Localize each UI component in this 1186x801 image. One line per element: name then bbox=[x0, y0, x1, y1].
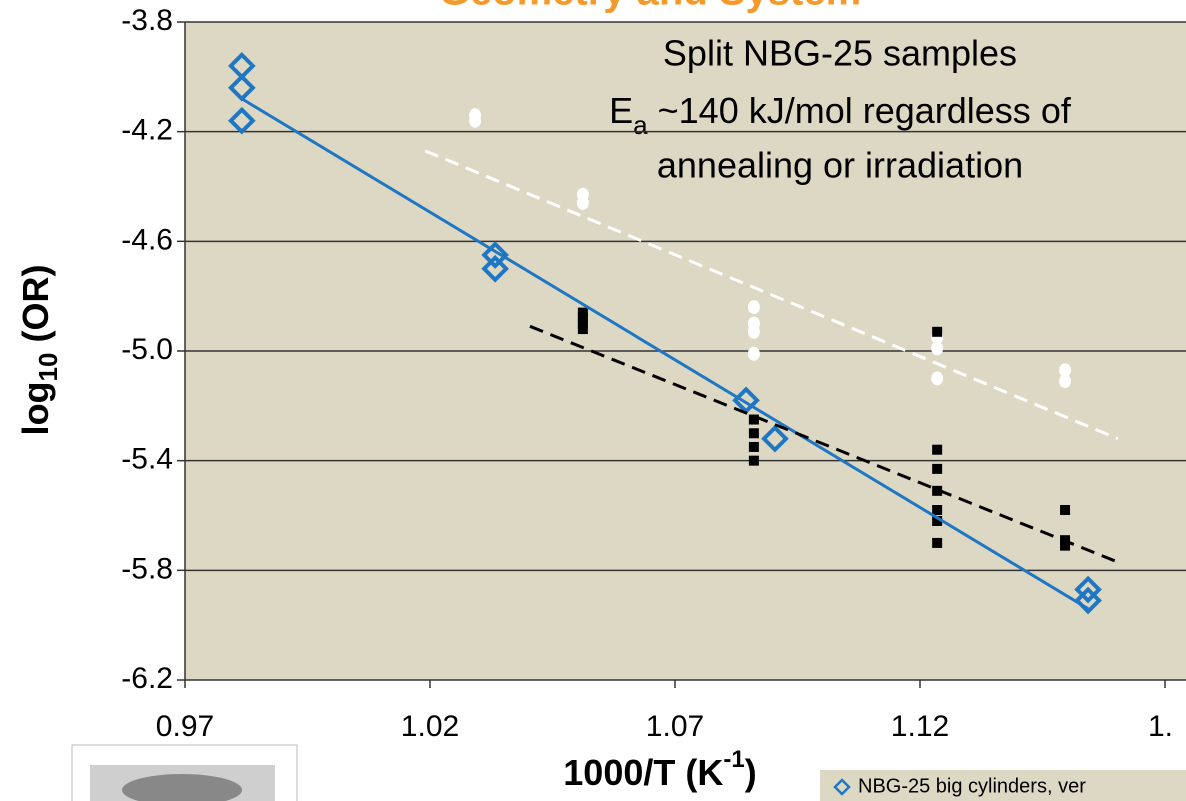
y-tick-label: -3.8 bbox=[121, 4, 173, 37]
square-marker bbox=[748, 455, 759, 466]
diamond-marker bbox=[1074, 575, 1102, 604]
square-marker bbox=[1060, 540, 1071, 551]
y-tick-label: -5.8 bbox=[121, 552, 173, 585]
trend-line bbox=[424, 149, 1119, 441]
annotation: Split NBG-25 samples bbox=[663, 33, 1017, 74]
square-marker bbox=[577, 324, 588, 335]
diamond-marker bbox=[1074, 586, 1102, 615]
square-marker bbox=[932, 485, 943, 496]
square-marker bbox=[577, 307, 588, 318]
square-marker bbox=[932, 326, 943, 337]
trend-line bbox=[529, 324, 1119, 564]
diamond-marker bbox=[228, 106, 256, 135]
circle-marker bbox=[747, 300, 760, 315]
annotation: annealing or irradiation bbox=[657, 145, 1023, 186]
square-marker bbox=[932, 505, 943, 516]
square-marker bbox=[748, 414, 759, 425]
y-axis-label: log10 (OR) bbox=[15, 265, 63, 436]
annotation-part: ~140 kJ/mol regardless of bbox=[648, 90, 1072, 131]
square-marker bbox=[932, 515, 943, 526]
y-label-part: (OR) bbox=[15, 265, 56, 353]
circle-marker bbox=[747, 324, 760, 339]
x-label-part: ) bbox=[745, 752, 757, 793]
legend-marker bbox=[833, 778, 851, 796]
square-marker bbox=[932, 463, 943, 474]
circle-marker bbox=[469, 113, 482, 128]
trend-line bbox=[241, 97, 1089, 611]
y-label-part: log bbox=[15, 381, 56, 435]
circle-marker bbox=[576, 195, 589, 210]
circle-marker bbox=[1059, 363, 1072, 378]
circle-marker bbox=[747, 346, 760, 361]
chart-title: Geometry and System bbox=[439, 0, 861, 14]
circle-marker bbox=[931, 341, 944, 356]
diamond-marker bbox=[761, 424, 789, 453]
legend-label: NBG-25 big cylinders, ver bbox=[858, 775, 1086, 797]
square-marker bbox=[932, 537, 943, 548]
square-marker bbox=[932, 444, 943, 455]
y-tick-label: -6.2 bbox=[121, 662, 173, 695]
square-marker bbox=[577, 318, 588, 329]
x-tick-label: 1. bbox=[1148, 710, 1173, 743]
y-label-sub: 10 bbox=[33, 353, 63, 382]
square-marker bbox=[748, 441, 759, 452]
y-tick-label: -5.0 bbox=[121, 333, 173, 366]
square-marker bbox=[748, 428, 759, 439]
x-label-part: 1000/T (K bbox=[563, 752, 723, 793]
annotation-sub: a bbox=[633, 110, 648, 140]
y-tick-label: -4.2 bbox=[121, 114, 173, 147]
x-axis-label: 1000/T (K-1) bbox=[563, 746, 756, 792]
square-marker bbox=[1060, 505, 1071, 516]
diamond-marker bbox=[481, 241, 509, 269]
x-tick-label: 1.07 bbox=[646, 710, 704, 743]
legend bbox=[820, 770, 1186, 801]
y-tick-label: -5.4 bbox=[121, 443, 173, 476]
y-tick-label: -4.6 bbox=[121, 223, 173, 256]
square-marker bbox=[577, 313, 588, 324]
circle-marker bbox=[931, 371, 944, 386]
diamond-marker bbox=[481, 254, 509, 283]
x-tick-label: 1.12 bbox=[891, 710, 949, 743]
x-tick-label: 1.02 bbox=[401, 710, 459, 743]
annotation: Ea ~140 kJ/mol regardless of bbox=[609, 90, 1072, 140]
photo-cylinder bbox=[122, 774, 242, 801]
x-label-sup: -1 bbox=[723, 746, 744, 773]
annotation-part: E bbox=[609, 90, 633, 131]
x-tick-label: 0.97 bbox=[156, 710, 214, 743]
circle-marker bbox=[1059, 374, 1072, 389]
